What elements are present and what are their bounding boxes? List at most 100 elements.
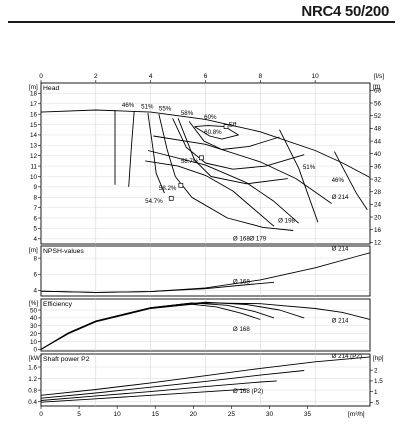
- right-axis-tick-label: 40: [374, 151, 382, 158]
- left-axis-tick-label: 6: [33, 215, 37, 222]
- left-axis-tick-label: 17: [30, 101, 38, 108]
- curve--198: [153, 135, 332, 204]
- right-axis-tick-label: 12: [374, 240, 382, 247]
- curve-label: 54.7%: [145, 198, 163, 205]
- curve-58.7%: [172, 118, 305, 170]
- bottom-axis-tick-label: 15: [152, 411, 160, 418]
- bottom-axis-tick-label: 30: [266, 411, 274, 418]
- left-axis-tick-label: 18: [30, 91, 38, 98]
- curve-51%: [279, 129, 319, 223]
- right-axis-tick-label: 16: [374, 227, 382, 234]
- left-axis-tick-label: 0.8: [28, 387, 37, 394]
- left-axis-tick-label: 4: [33, 288, 37, 295]
- header-bar: NRC4 50/200: [0, 0, 403, 24]
- right-axis-tick-label: 28: [374, 189, 382, 196]
- left-axis-tick-label: 30: [30, 323, 38, 330]
- operating-point-marker: [168, 195, 174, 201]
- curve-label: 55%: [159, 106, 172, 113]
- curve-label: Ø 214: [332, 194, 349, 201]
- curve--179-p2-: [41, 380, 277, 401]
- curve-label: Ø 168: [233, 235, 250, 242]
- left-axis-tick-label: 10: [30, 339, 38, 346]
- bottom-axis-tick-label: 35: [304, 411, 312, 418]
- panel-curves: [41, 252, 370, 293]
- curve--168-p2-: [41, 388, 247, 403]
- left-axis-tick-label: 1.2: [28, 376, 37, 383]
- right-axis-tick-label: 1: [374, 389, 378, 396]
- curve-51%-left: [128, 110, 135, 187]
- curve-label: Ø 198: [278, 217, 295, 224]
- curve--214-p2-: [41, 356, 370, 396]
- operating-point-marker: [178, 182, 184, 188]
- left-axis-tick-label: 14: [30, 132, 38, 139]
- left-axis-tick-label: 6: [33, 272, 37, 279]
- panel-title: NPSH-values: [43, 248, 84, 255]
- curve-label: Ø 214 (P2): [332, 353, 362, 360]
- right-axis-tick-label: 48: [374, 126, 382, 133]
- panel-curves: [41, 356, 370, 403]
- right-axis-tick-label: 24: [374, 202, 382, 209]
- left-axis-tick-label: 40: [30, 315, 38, 322]
- right-axis-unit: [ft]: [373, 84, 380, 91]
- product-title: NRC4 50/200: [301, 3, 389, 20]
- curve-label: 58.2%: [159, 185, 177, 192]
- curve-46%: [334, 151, 368, 210]
- top-axis-unit: [l/s]: [374, 73, 384, 80]
- panel-head: 4567891011121314151617181216202428323640…: [29, 82, 382, 247]
- left-axis-tick-label: 16: [30, 111, 38, 118]
- curve-60%: [188, 121, 280, 150]
- panel-title: Shaft power P2: [43, 356, 90, 363]
- curve-label: Ø 214: [332, 246, 349, 253]
- curve-label: Ø 168: [233, 279, 250, 286]
- curve-label: Ø 168 (P2): [233, 388, 263, 395]
- left-axis-tick-label: 10: [30, 174, 38, 181]
- bottom-axis-tick-label: 5: [77, 411, 81, 418]
- right-axis-tick-label: 44: [374, 138, 382, 145]
- top-axis-tick-label: 10: [312, 73, 320, 80]
- curve--168: [41, 281, 275, 293]
- top-axis-tick-label: 2: [94, 73, 98, 80]
- curve--179: [147, 150, 299, 224]
- left-axis-unit: [%]: [29, 300, 38, 307]
- curve-label: Ø 168: [233, 326, 250, 333]
- right-axis-tick-label: .5: [374, 400, 380, 407]
- bottom-flow-axis: 0 5 10 15 20 25 30 35 [m³/h]: [39, 406, 365, 418]
- curve--168: [145, 160, 275, 227]
- top-axis-tick-label: 0: [39, 73, 43, 80]
- right-axis-tick-label: 2: [374, 367, 378, 374]
- left-axis-tick-label: 8: [33, 195, 37, 202]
- right-axis-tick-label: 60: [374, 88, 382, 95]
- curve--214: [41, 302, 370, 350]
- curve-58%: [177, 118, 288, 185]
- top-flow-axis: 0 2 4 6 8 10 [l/s]: [39, 73, 384, 83]
- operating-point-marker: [223, 124, 229, 129]
- curve-label: Ø 179: [249, 235, 266, 242]
- left-axis-tick-label: 20: [30, 331, 38, 338]
- left-axis-tick-label: 11: [30, 163, 37, 170]
- left-axis-tick-label: 9: [33, 184, 37, 191]
- panel-title: Head: [43, 85, 59, 92]
- top-axis-tick-label: 6: [204, 73, 208, 80]
- curve-label: 60%: [204, 114, 217, 121]
- left-axis-tick-label: 4: [33, 236, 37, 243]
- curve--168: [41, 303, 261, 350]
- left-axis-tick-label: 12: [30, 153, 38, 160]
- left-axis-unit: [m]: [29, 247, 38, 254]
- curve-55%: [158, 114, 294, 231]
- left-axis-tick-label: 8: [33, 255, 37, 262]
- bottom-axis-tick-label: 10: [114, 411, 122, 418]
- curve-54.7%: [147, 113, 165, 194]
- curve-label: 51%: [141, 104, 154, 111]
- top-axis-tick-label: 8: [259, 73, 263, 80]
- header-rule: [8, 21, 395, 23]
- right-axis-tick-label: 1.5: [374, 378, 383, 385]
- left-axis-tick-label: 0: [33, 347, 37, 354]
- top-axis-tick-label: 4: [149, 73, 153, 80]
- right-axis-tick-label: 36: [374, 164, 382, 171]
- right-axis-tick-label: 32: [374, 176, 382, 183]
- left-axis-tick-label: 0.4: [28, 399, 37, 406]
- curve--214: [41, 109, 370, 178]
- panel-power: 0.4 0.8 1.2 1.6 .5 1 1.5 2 [kW] [hp] Shaft power P…: [28, 353, 384, 407]
